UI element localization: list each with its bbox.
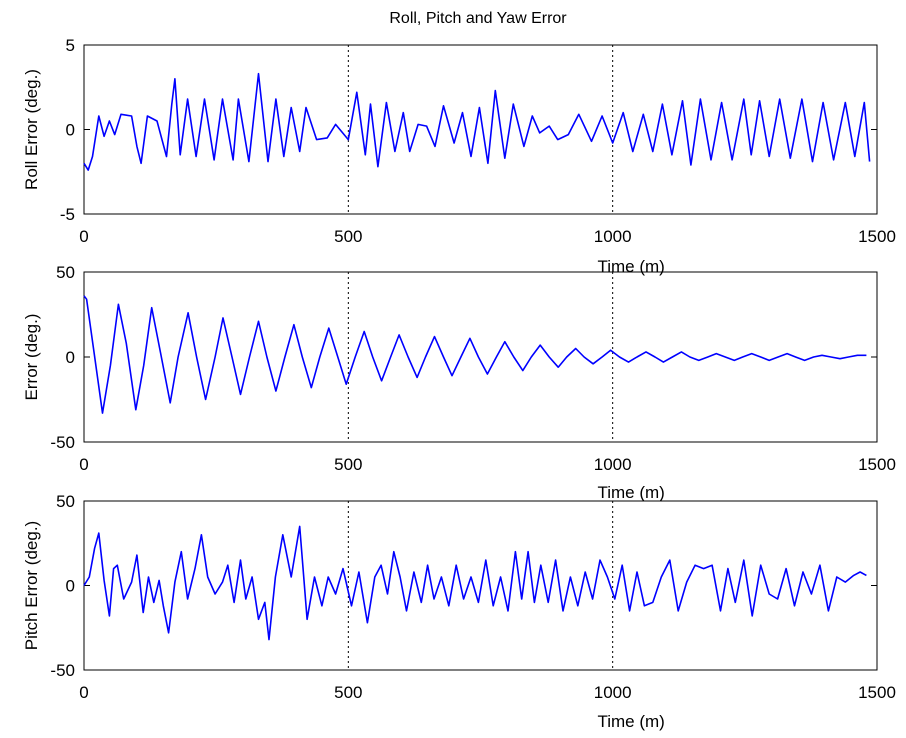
x-tick-label: 1000 xyxy=(594,683,632,702)
series-line-1 xyxy=(83,525,867,641)
axes-frame xyxy=(83,44,878,215)
x-tick-label: 500 xyxy=(334,683,362,702)
x-axis-label: Time (m) xyxy=(597,712,664,731)
y-tick-label: 0 xyxy=(66,121,75,140)
x-tick-label: 0 xyxy=(79,455,88,474)
y-tick-label: -50 xyxy=(50,661,75,680)
x-axis-label: Time (m) xyxy=(597,257,664,276)
x-tick-label: 500 xyxy=(334,455,362,474)
y-axis-label: Error (deg.) xyxy=(22,314,41,401)
y-tick-label: 50 xyxy=(56,263,75,282)
x-tick-label: 1500 xyxy=(858,227,896,246)
y-tick-label: 0 xyxy=(66,577,75,596)
y-tick-label: -5 xyxy=(60,205,75,224)
y-tick-label: 0 xyxy=(66,348,75,367)
x-tick-label: 1000 xyxy=(594,455,632,474)
x-tick-label: 1500 xyxy=(858,683,896,702)
x-axis-label: Time (m) xyxy=(597,483,664,502)
x-tick-label: 1500 xyxy=(858,455,896,474)
y-tick-label: 50 xyxy=(56,492,75,511)
y-axis-label: Roll Error (deg.) xyxy=(22,69,41,190)
y-tick-label: -50 xyxy=(50,433,75,452)
figure-title: Roll, Pitch and Yaw Error xyxy=(389,10,567,27)
y-tick-label: 5 xyxy=(66,36,75,55)
series-line-1 xyxy=(83,72,871,171)
x-tick-label: 0 xyxy=(79,227,88,246)
x-tick-label: 0 xyxy=(79,683,88,702)
x-tick-label: 500 xyxy=(334,227,362,246)
y-axis-label: Pitch Error (deg.) xyxy=(22,521,41,650)
x-tick-label: 1000 xyxy=(594,227,632,246)
series-line-1 xyxy=(83,295,867,414)
axes-frame xyxy=(83,271,878,443)
